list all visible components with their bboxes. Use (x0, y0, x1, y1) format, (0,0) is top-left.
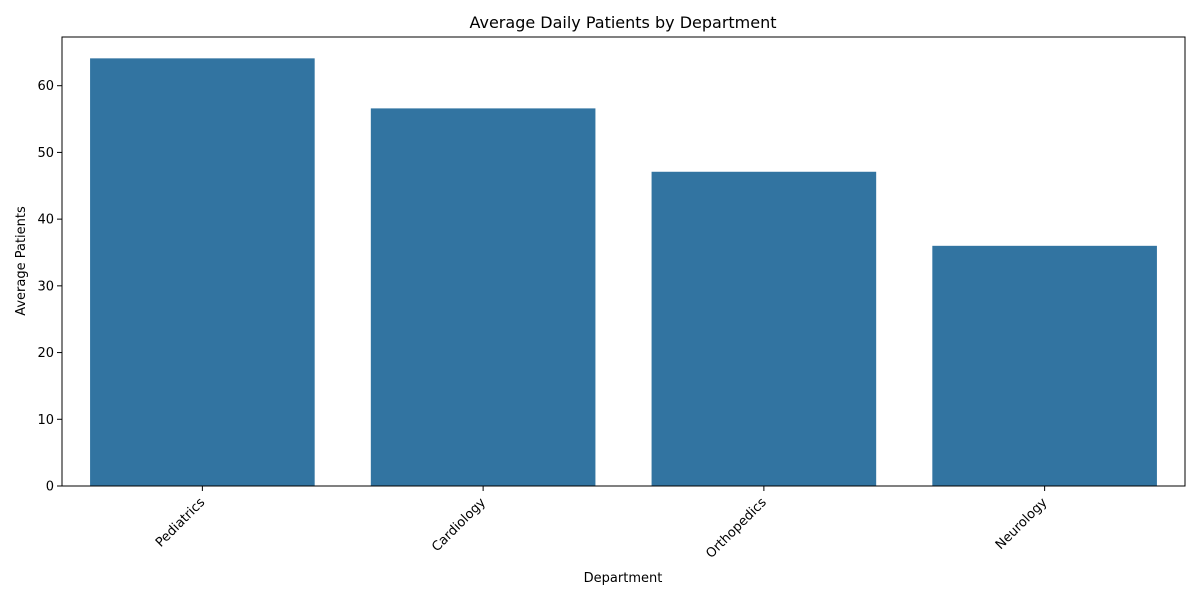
y-tick-label: 40 (37, 213, 54, 228)
x-tick-label-orthopedics: Orthopedics (703, 495, 770, 562)
y-tick-label: 50 (37, 146, 54, 161)
chart-title: Average Daily Patients by Department (469, 13, 776, 32)
y-tick-label: 10 (37, 413, 54, 428)
y-tick-label: 0 (46, 480, 54, 495)
y-tick-label: 60 (37, 79, 54, 94)
bar-neurology (932, 245, 1157, 486)
x-tick-label-cardiology: Cardiology (429, 495, 489, 555)
y-axis-label: Average Patients (14, 206, 29, 316)
y-tick-label: 20 (37, 346, 54, 361)
y-tick-label: 30 (37, 279, 54, 294)
bar-pediatrics (90, 58, 315, 486)
bar-cardiology (370, 108, 596, 487)
plot-frame (61, 36, 1186, 487)
bar-orthopedics (651, 171, 877, 486)
x-axis-label: Department (584, 571, 663, 586)
x-tick-label-pediatrics: Pediatrics (153, 495, 208, 550)
bars-layer (90, 58, 1157, 487)
x-tick-label-neurology: Neurology (993, 495, 1051, 553)
